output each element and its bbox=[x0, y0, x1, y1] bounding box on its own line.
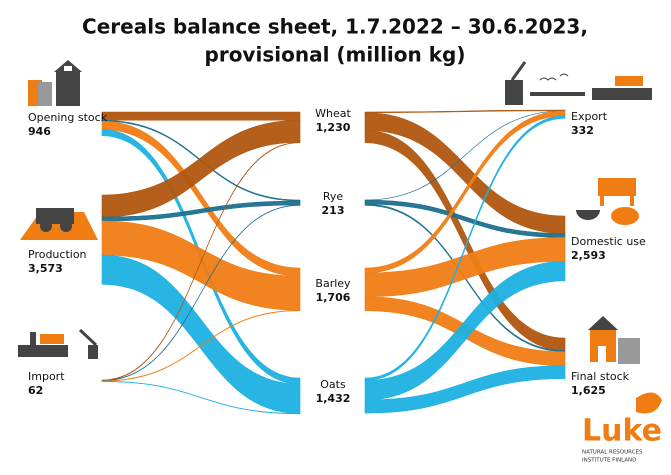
node-label: Export bbox=[571, 110, 608, 123]
logo-name: Luke bbox=[582, 414, 662, 449]
node-label: Import bbox=[28, 370, 65, 383]
node-label: Wheat bbox=[315, 107, 351, 120]
icon-opening-stock bbox=[28, 60, 82, 106]
icon-final-stock bbox=[588, 316, 640, 364]
flow bbox=[101, 380, 301, 415]
logo: Luke NATURAL RESOURCES INSTITUTE FINLAND bbox=[582, 392, 662, 464]
node-value: 213 bbox=[322, 204, 345, 217]
flow bbox=[364, 109, 566, 114]
icon-production bbox=[20, 208, 98, 240]
node-value: 332 bbox=[571, 124, 594, 137]
flow bbox=[364, 365, 566, 414]
flow bbox=[101, 141, 301, 381]
icon-import bbox=[18, 328, 98, 359]
icon-domestic-use bbox=[576, 178, 639, 225]
node-value: 3,573 bbox=[28, 262, 63, 275]
flow bbox=[101, 309, 301, 382]
node-label: Rye bbox=[323, 190, 344, 203]
flow bbox=[364, 115, 566, 381]
node-value: 62 bbox=[28, 384, 43, 397]
chart-title: provisional (million kg) bbox=[205, 43, 466, 67]
flow bbox=[101, 111, 301, 121]
logo-subtitle: NATURAL RESOURCES bbox=[582, 450, 643, 456]
logo-subtitle: INSTITUTE FINLAND bbox=[582, 458, 636, 464]
node-value: 1,230 bbox=[316, 121, 351, 134]
node-value: 946 bbox=[28, 125, 51, 138]
node-value: 2,593 bbox=[571, 249, 606, 262]
node-value: 1,706 bbox=[316, 291, 351, 304]
node-label: Oats bbox=[320, 378, 346, 391]
chart-title: Cereals balance sheet, 1.7.2022 – 30.6.2… bbox=[82, 15, 588, 39]
node-value: 1,432 bbox=[316, 392, 351, 405]
node-label: Production bbox=[28, 248, 87, 261]
flow bbox=[364, 260, 566, 401]
flow bbox=[101, 204, 301, 382]
node-label: Opening stock bbox=[28, 111, 108, 124]
node-label: Barley bbox=[315, 277, 351, 290]
node-label: Domestic use bbox=[571, 235, 646, 248]
node-label: Final stock bbox=[571, 370, 630, 383]
flow bbox=[364, 112, 566, 234]
flows bbox=[101, 109, 566, 415]
icon-export bbox=[505, 61, 652, 105]
node-value: 1,625 bbox=[571, 384, 606, 397]
